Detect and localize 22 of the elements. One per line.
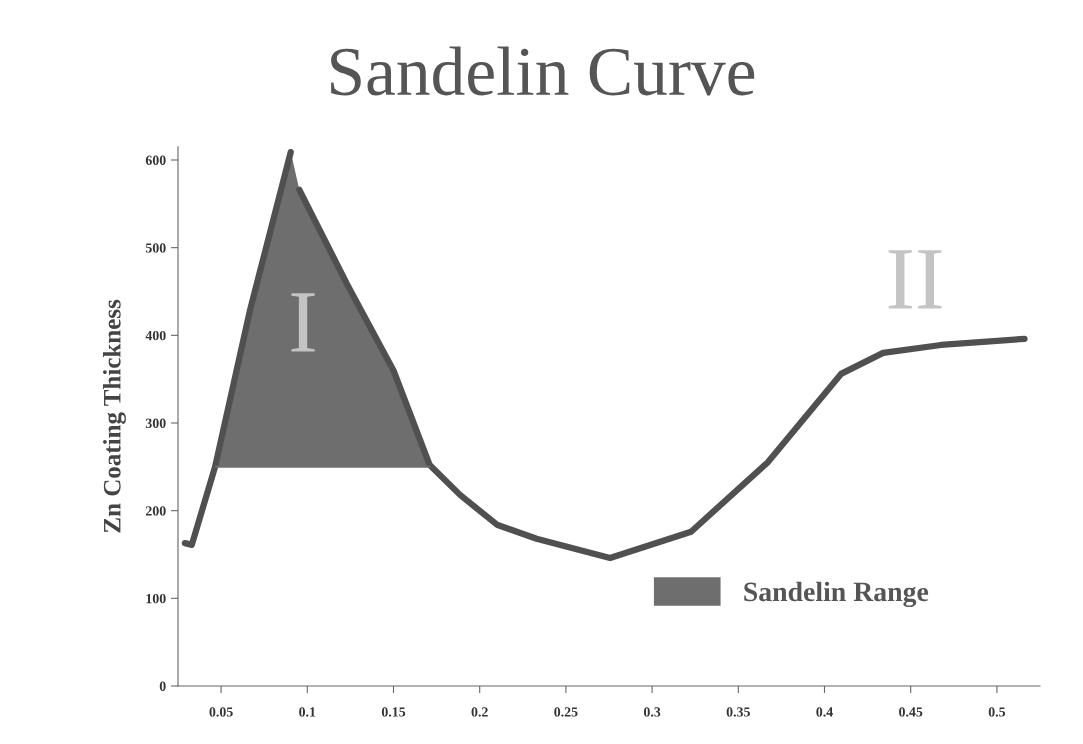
x-tick-label: 0.4 [816, 707, 833, 717]
annotation: II [888, 250, 942, 309]
y-axis-title: Zn Coating Thickness [103, 299, 126, 533]
y-tick-label: 300 [145, 418, 166, 428]
y-tick-label: 500 [145, 243, 166, 253]
x-tick-label: 0.2 [471, 707, 488, 717]
x-tick-label: 0.35 [726, 707, 750, 717]
y-tick-label: 200 [145, 506, 166, 516]
legend-label: Sandelin Range [744, 581, 929, 608]
x-tick-label: 0.45 [899, 707, 923, 717]
y-tick-label: 100 [146, 593, 166, 604]
x-tick-label: 0.3 [643, 707, 661, 717]
y-tick-label: 600 [145, 155, 166, 165]
x-tick-label: 0.15 [381, 707, 406, 717]
x-tick-label: 0.05 [209, 707, 233, 717]
chart-title: Sandelin Curve [331, 46, 755, 96]
x-tick-label: 0.25 [554, 707, 578, 717]
y-tick-label: 0 [159, 681, 166, 691]
x-tick-label: 0.5 [988, 707, 1006, 717]
y-tick-label: 400 [145, 330, 166, 341]
annotation: I [291, 293, 315, 352]
x-tick-label: 0.1 [299, 707, 316, 717]
